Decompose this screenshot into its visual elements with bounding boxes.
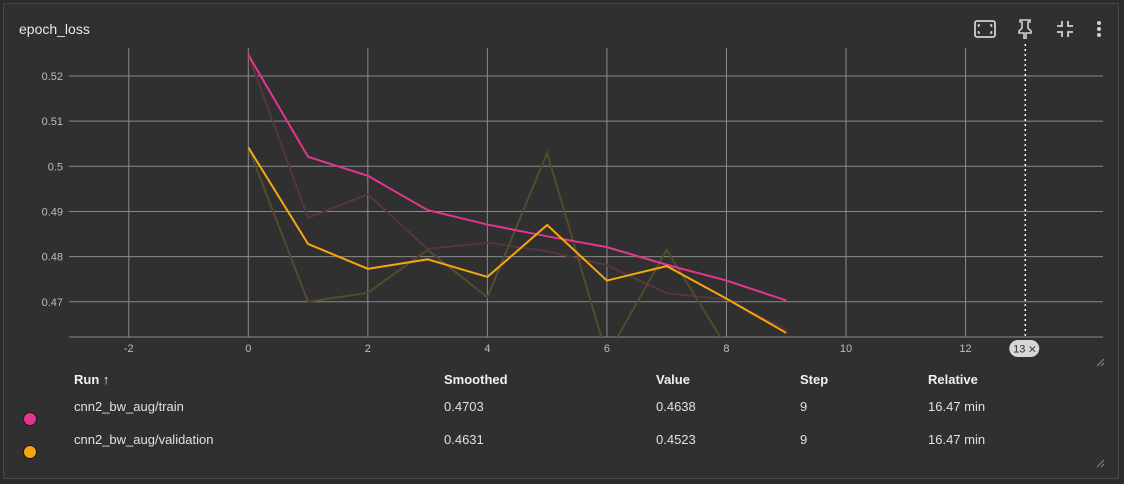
collapse-icon (1057, 21, 1073, 37)
run-name: cnn2_bw_aug/train (74, 399, 184, 414)
x-tick-label: 6 (604, 343, 610, 355)
series-raw-line (247, 146, 722, 337)
more-options-button[interactable] (1092, 16, 1106, 42)
line-chart[interactable]: -2 0 2 4 6 8 10 12 0.47 0.48 0.49 0.5 0.51 0.52 13 × (4, 4, 1120, 366)
card-title: epoch_loss (19, 21, 90, 37)
raw-value: 0.4638 (656, 399, 696, 414)
y-tick-label: 0.51 (42, 116, 63, 128)
relative-time: 16.47 min (928, 432, 986, 447)
step-value: 9 (800, 399, 808, 414)
run-color-swatch[interactable] (23, 445, 37, 459)
smoothed-value: 0.4631 (444, 432, 484, 447)
column-header-relative[interactable]: Relative (928, 372, 978, 387)
chart-resize-handle-icon[interactable] (1095, 357, 1105, 367)
x-tick-label: 4 (484, 343, 490, 355)
y-tick-label: 0.5 (48, 161, 63, 173)
x-tick-label: 12 (959, 343, 971, 355)
column-header-value[interactable]: Value (656, 372, 690, 387)
table-resize-handle-icon[interactable] (1095, 458, 1105, 468)
x-tick-label: 2 (365, 343, 371, 355)
scalar-card: epoch_loss -2 0 2 4 6 8 10 12 0.47 0.48 0 (3, 3, 1119, 479)
hover-step-label: 13 (1013, 344, 1025, 356)
series-smoothed-line[interactable] (247, 54, 787, 302)
column-header-step[interactable]: Step (800, 372, 829, 387)
series-smoothed-line[interactable] (247, 146, 787, 334)
x-tick-label: 8 (723, 343, 729, 355)
more-vert-icon (1097, 21, 1101, 37)
raw-value: 0.4523 (656, 432, 696, 447)
y-tick-label: 0.52 (42, 71, 63, 83)
x-tick-label: 10 (840, 343, 852, 355)
column-header-run[interactable]: Run ↑ (74, 372, 110, 387)
relative-time: 16.47 min (928, 399, 986, 414)
run-name: cnn2_bw_aug/validation (74, 432, 214, 447)
hover-step-chip[interactable] (1009, 340, 1040, 357)
close-icon[interactable]: × (1028, 343, 1037, 356)
y-tick-label: 0.49 (42, 206, 63, 218)
x-tick-label: -2 (124, 343, 134, 355)
y-tick-label: 0.48 (42, 252, 63, 264)
x-tick-label: 0 (245, 343, 251, 355)
card-toolbar (972, 16, 1106, 42)
column-header-smoothed[interactable]: Smoothed (444, 372, 508, 387)
series-raw-line (247, 54, 787, 331)
collapse-button[interactable] (1052, 16, 1078, 42)
step-value: 9 (800, 432, 808, 447)
fit-domain-icon (974, 20, 996, 38)
smoothed-value: 0.4703 (444, 399, 484, 414)
pin-icon (1018, 19, 1032, 39)
y-tick-label: 0.47 (42, 297, 63, 309)
run-color-swatch[interactable] (23, 412, 37, 426)
fit-domain-button[interactable] (972, 16, 998, 42)
pin-button[interactable] (1012, 16, 1038, 42)
